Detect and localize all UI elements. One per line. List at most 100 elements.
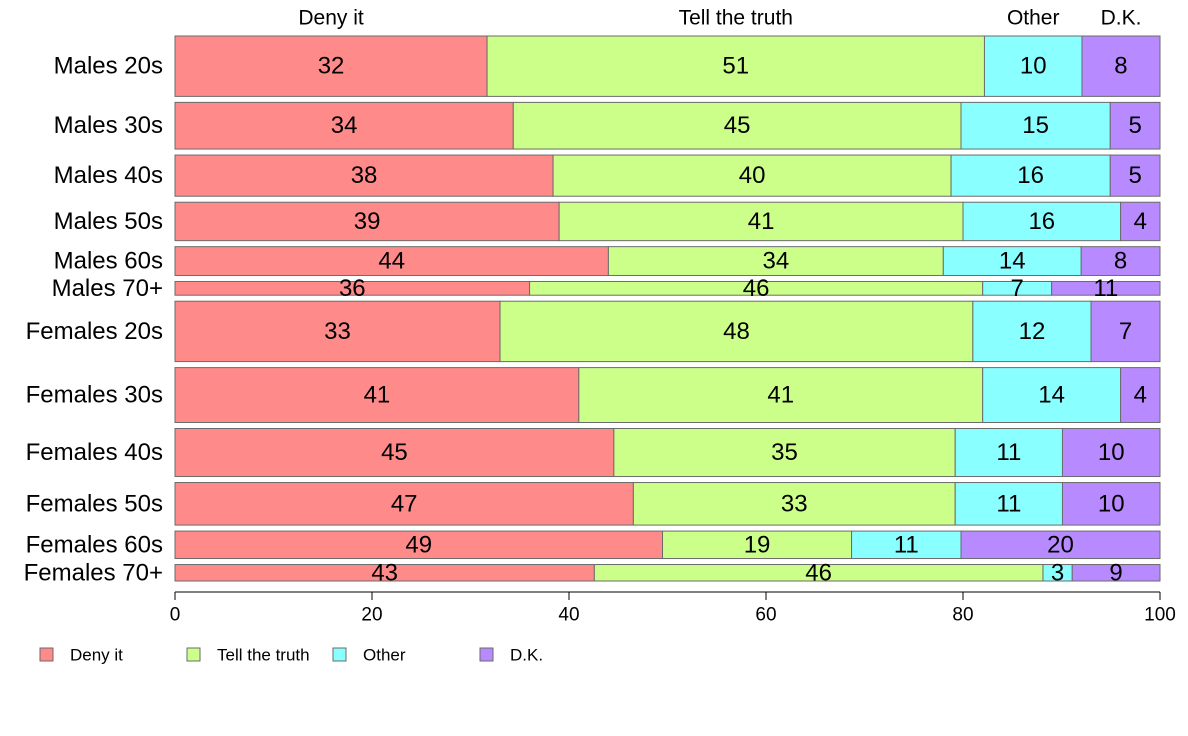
value-label: 11 xyxy=(894,531,919,558)
x-axis: 0 20 40 60 80 100 xyxy=(170,591,1176,626)
value-label: 32 xyxy=(318,53,345,80)
bar-segment xyxy=(174,101,514,150)
value-label: 12 xyxy=(1019,318,1046,345)
bar-segment xyxy=(960,530,1161,560)
bar-segment xyxy=(1090,300,1161,363)
value-label: 47 xyxy=(391,490,418,517)
value-label: 3 xyxy=(1051,559,1064,586)
series-header-label: Tell the truth xyxy=(679,7,793,30)
row-label: Females 50s xyxy=(26,490,163,517)
value-label: 39 xyxy=(354,208,381,235)
value-label: 9 xyxy=(1109,559,1122,586)
row-label: Males 30s xyxy=(54,112,163,139)
x-tick-label: 60 xyxy=(755,605,776,626)
value-label: 8 xyxy=(1114,248,1127,275)
legend-label: Deny it xyxy=(70,646,123,665)
bar-segment xyxy=(613,427,956,478)
legend-label: Other xyxy=(363,646,406,665)
bar-segment xyxy=(174,300,501,363)
value-label: 34 xyxy=(331,112,358,139)
row-label: Males 40s xyxy=(54,162,163,189)
bar-segment xyxy=(954,482,1063,526)
legend-swatch xyxy=(39,647,54,662)
bar-segment xyxy=(1109,101,1161,150)
bar-segment xyxy=(512,101,962,150)
bar-segment xyxy=(174,482,634,526)
value-label: 20 xyxy=(1047,531,1074,558)
value-label: 45 xyxy=(724,112,751,139)
row-label: Males 50s xyxy=(54,208,163,235)
value-label: 4 xyxy=(1134,208,1147,235)
value-label: 14 xyxy=(1038,382,1065,409)
series-header-label: D.K. xyxy=(1101,7,1142,30)
bar-segment xyxy=(983,35,1083,97)
bar-segment xyxy=(1080,246,1161,276)
bar-segment xyxy=(972,300,1092,363)
top-series-labels: Deny it Tell the truth Other D.K. xyxy=(298,7,1141,30)
bar-segment xyxy=(1071,564,1161,582)
value-label: 46 xyxy=(805,559,832,586)
row-label: Females 40s xyxy=(26,439,163,466)
value-label: 41 xyxy=(748,208,775,235)
value-label: 4 xyxy=(1134,382,1147,409)
value-label: 14 xyxy=(999,248,1026,275)
bar-segment xyxy=(552,154,952,197)
x-tick-label: 80 xyxy=(952,605,973,626)
bar-segment xyxy=(942,246,1082,276)
value-label: 49 xyxy=(405,531,432,558)
bar-segment xyxy=(954,427,1063,478)
value-label: 40 xyxy=(739,162,766,189)
bar-segment xyxy=(558,201,964,242)
value-label: 51 xyxy=(722,53,749,80)
bar-segment xyxy=(960,101,1111,150)
legend-label: Tell the truth xyxy=(217,646,310,665)
value-label: 36 xyxy=(339,275,366,302)
row-label: Females 20s xyxy=(26,318,163,345)
bar-segment xyxy=(1051,280,1161,296)
value-label: 45 xyxy=(381,439,408,466)
value-label: 5 xyxy=(1128,112,1141,139)
value-label: 8 xyxy=(1114,53,1127,80)
bar-segment xyxy=(174,246,609,276)
value-label: 43 xyxy=(371,559,398,586)
row-label: Females 30s xyxy=(26,382,163,409)
series-header-label: Other xyxy=(1007,7,1060,30)
bar-segment xyxy=(1109,154,1161,197)
value-label: 11 xyxy=(996,439,1021,466)
value-label: 38 xyxy=(351,162,378,189)
x-tick-label: 40 xyxy=(558,605,579,626)
value-label: 16 xyxy=(1028,208,1055,235)
bar-segment xyxy=(662,530,853,560)
bar-segment xyxy=(174,201,560,242)
value-label: 11 xyxy=(996,490,1021,517)
value-label: 5 xyxy=(1128,162,1141,189)
bar-segment xyxy=(174,530,664,560)
legend-swatch xyxy=(479,647,494,662)
value-label: 7 xyxy=(1010,275,1023,302)
bar-segment xyxy=(607,246,944,276)
value-label: 33 xyxy=(324,318,351,345)
bar-segment xyxy=(174,154,554,197)
value-label: 46 xyxy=(743,275,770,302)
x-tick-label: 100 xyxy=(1144,605,1176,626)
value-label: 48 xyxy=(723,318,750,345)
bar-segment xyxy=(174,35,488,97)
value-label: 44 xyxy=(378,248,405,275)
value-label: 33 xyxy=(781,490,808,517)
bar-segment xyxy=(1061,482,1161,526)
bars-layer: 32 51 10 834 45 15 538 40 16 539 41 16 444 34 14 836 46 7… xyxy=(174,35,1161,586)
bar-segment xyxy=(578,367,984,423)
value-label: 34 xyxy=(762,248,789,275)
value-label: 7 xyxy=(1119,318,1132,345)
bar-segment xyxy=(1120,201,1161,242)
bar-segment xyxy=(1081,35,1161,97)
bar-segment xyxy=(1061,427,1161,478)
row-label: Males 20s xyxy=(54,53,163,80)
legend-label: D.K. xyxy=(510,646,543,665)
row-label: Females 60s xyxy=(26,531,163,558)
row-labels: Males 20s Males 30s Males 40s Males 50s Male… xyxy=(24,53,163,587)
bar-segment xyxy=(486,35,985,97)
value-label: 11 xyxy=(1093,275,1118,302)
x-tick-label: 20 xyxy=(361,605,382,626)
